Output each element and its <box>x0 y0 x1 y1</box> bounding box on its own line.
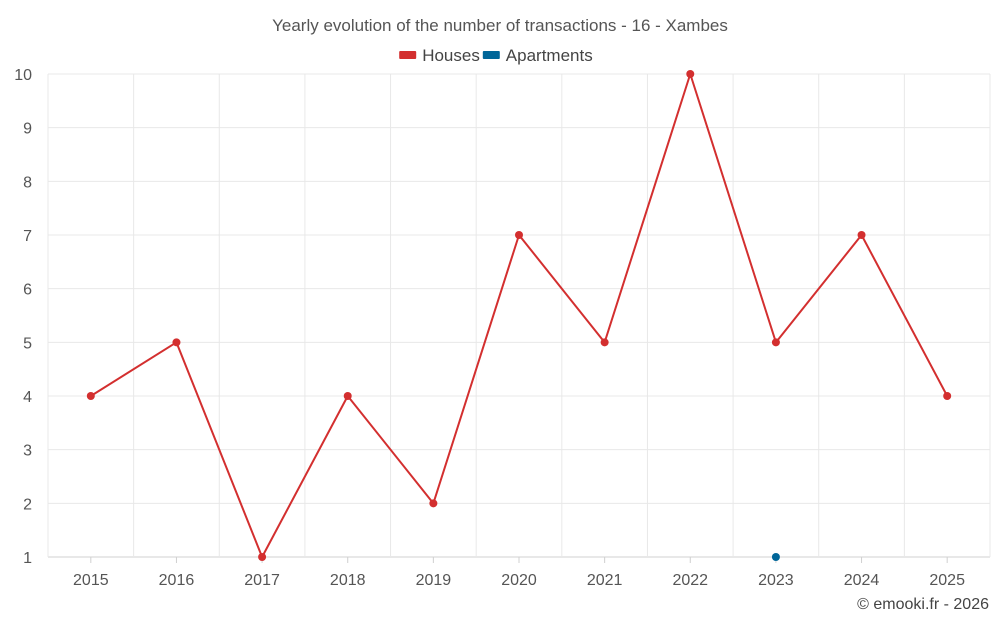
y-tick-label: 5 <box>23 335 32 352</box>
data-point[interactable] <box>771 338 780 347</box>
legend-swatch <box>399 51 417 59</box>
y-tick-label: 2 <box>23 496 32 513</box>
x-tick-label: 2021 <box>587 572 623 589</box>
series-houses <box>86 70 952 561</box>
data-point[interactable] <box>343 392 352 400</box>
credit-text: © emooki.fr - 2026 <box>857 596 989 613</box>
series-apartments <box>771 553 780 561</box>
data-point[interactable] <box>943 392 952 400</box>
data-point[interactable] <box>857 231 866 239</box>
x-tick-label: 2023 <box>758 572 794 589</box>
x-tick-label: 2019 <box>416 572 452 589</box>
data-point[interactable] <box>771 553 780 561</box>
x-tick-label: 2020 <box>501 572 537 589</box>
y-tick-label: 1 <box>23 550 32 567</box>
legend-item-houses[interactable]: Houses <box>399 46 480 65</box>
legend-item-apartments[interactable]: Apartments <box>482 46 593 65</box>
y-tick-label: 3 <box>23 443 32 460</box>
chart-title: Yearly evolution of the number of transa… <box>272 16 728 35</box>
legend-swatch <box>482 51 500 59</box>
x-tick-label: 2022 <box>672 572 708 589</box>
legend-label: Apartments <box>506 46 593 65</box>
y-tick-label: 9 <box>23 121 32 138</box>
legend-label: Houses <box>422 46 480 65</box>
data-point[interactable] <box>600 338 609 347</box>
data-point[interactable] <box>172 338 181 347</box>
x-tick-label: 2025 <box>929 572 965 589</box>
x-tick-label: 2018 <box>330 572 366 589</box>
x-tick-label: 2016 <box>159 572 195 589</box>
legend: Houses Apartments <box>399 46 593 65</box>
x-tick-label: 2024 <box>844 572 880 589</box>
x-axis: 2015 2016 2017 2018 2019 2020 2021 2022 2023 2024… <box>73 557 965 589</box>
gridlines <box>47 73 991 558</box>
x-tick-label: 2015 <box>73 572 109 589</box>
data-point[interactable] <box>258 553 267 561</box>
data-point[interactable] <box>686 70 695 78</box>
data-point[interactable] <box>429 499 438 508</box>
y-tick-label: 4 <box>23 389 32 406</box>
y-tick-label: 7 <box>23 228 32 245</box>
y-axis: 1 2 3 4 5 6 7 8 9 10 <box>14 67 32 567</box>
data-point[interactable] <box>86 392 95 400</box>
y-tick-label: 10 <box>14 67 32 84</box>
y-tick-label: 6 <box>23 282 32 299</box>
series-layer <box>86 70 952 561</box>
data-point[interactable] <box>515 231 523 239</box>
y-tick-label: 8 <box>23 174 32 191</box>
x-tick-label: 2017 <box>244 572 280 589</box>
